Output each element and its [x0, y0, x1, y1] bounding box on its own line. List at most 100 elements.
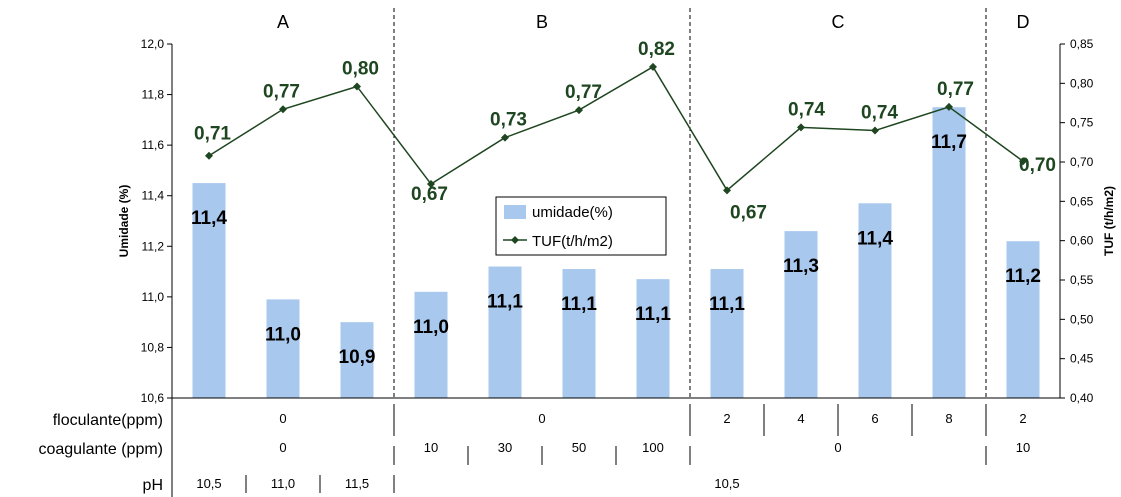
table-cell: 50 — [572, 440, 586, 455]
table-cell: 10,5 — [196, 476, 221, 491]
bar — [340, 322, 374, 398]
table-cell: 4 — [797, 411, 804, 426]
y-right-tick-label: 0,65 — [1070, 194, 1094, 208]
line-marker — [575, 106, 583, 115]
y-right-tick-label: 0,75 — [1070, 116, 1094, 130]
table-cell: 8 — [945, 411, 952, 426]
line-data-label: 0,70 — [1019, 155, 1056, 176]
bar-data-label: 11,1 — [635, 304, 671, 325]
group-label: C — [832, 12, 845, 32]
line-marker — [353, 82, 361, 91]
y-right-tick-label: 0,40 — [1070, 391, 1094, 405]
table-cell: 0 — [279, 440, 286, 455]
y-right-tick-label: 0,80 — [1070, 76, 1094, 90]
table-cell: 10 — [424, 440, 438, 455]
y-left-tick-label: 11,4 — [142, 189, 165, 203]
bar-data-label: 11,1 — [709, 294, 745, 315]
line-marker — [797, 123, 805, 132]
line-data-label: 0,82 — [638, 39, 675, 60]
bar — [488, 266, 522, 398]
line-data-label: 0,71 — [194, 124, 231, 145]
bar-data-label: 11,2 — [1005, 266, 1041, 287]
axes: 10,6 10,8 11,0 11,2 11,4 11,6 11,8 12,0 0,40 0,45… — [117, 37, 1116, 405]
bar — [562, 269, 596, 398]
bar-data-label: 11,0 — [265, 324, 301, 345]
y-left-axis-title: Umidade (%) — [117, 185, 131, 258]
y-left-tick-label: 11,8 — [142, 88, 165, 102]
line-marker — [871, 126, 879, 135]
group-labels: A B C D — [277, 12, 1030, 32]
group-label: B — [536, 12, 548, 32]
legend-swatch-umidade — [504, 205, 526, 219]
parameter-table: floculante(ppm) 0 0 2 4 6 8 2 coagulante (ppm) 0 1… — [38, 398, 1030, 497]
bar-data-label: 11,7 — [931, 132, 967, 153]
bar-data-labels: 11,4 11,0 10,9 11,0 11,1 11,1 11,1 11,1 11,3 11,4… — [191, 132, 1041, 368]
bar-data-label: 10,9 — [339, 347, 376, 368]
line-data-label: 0,74 — [861, 103, 898, 124]
y-right-tick-label: 0,60 — [1070, 234, 1094, 248]
bar — [858, 203, 892, 398]
line-data-label: 0,77 — [565, 82, 602, 103]
bar — [1006, 241, 1040, 398]
bar-data-label: 11,0 — [413, 317, 449, 338]
legend-swatch-tuf-marker — [511, 236, 519, 244]
table-cell: 0 — [538, 411, 545, 426]
line-data-label: 0,77 — [937, 79, 974, 100]
y-right-tick-label: 0,70 — [1070, 155, 1094, 169]
table-cell: 6 — [871, 411, 878, 426]
legend-label-tuf: TUF(t/h/m2) — [532, 233, 613, 250]
table-cell: 10,5 — [714, 476, 739, 491]
legend: umidade(%) TUF(t/h/m2) — [495, 196, 667, 256]
table-row-label: coagulante (ppm) — [38, 441, 163, 458]
tuf-line — [208, 65, 1024, 192]
line-marker — [427, 180, 435, 189]
table-row-label: pH — [143, 477, 163, 494]
line-series — [205, 62, 1027, 195]
bar — [266, 299, 300, 398]
table-cell: 11,5 — [345, 476, 369, 491]
table-cell: 11,0 — [271, 476, 295, 491]
line-data-label: 0,77 — [263, 81, 300, 102]
line-marker — [205, 151, 213, 160]
table-cell: 0 — [834, 440, 841, 455]
bar — [932, 107, 966, 398]
line-data-label: 0,67 — [411, 184, 448, 205]
group-dividers — [393, 8, 987, 398]
line-data-label: 0,67 — [730, 202, 767, 223]
bar — [710, 269, 744, 398]
table-cell: 2 — [723, 411, 730, 426]
bar-series — [192, 107, 1040, 398]
y-right-axis-title: TUF (t/h/m2) — [1102, 186, 1116, 256]
table-cell: 2 — [1019, 411, 1026, 426]
y-left-tick-label: 10,6 — [141, 391, 165, 405]
bar — [636, 279, 670, 398]
y-right-tick-label: 0,55 — [1070, 273, 1094, 287]
line-marker — [279, 105, 287, 114]
table-cell: 10 — [1016, 440, 1030, 455]
table-cell: 0 — [279, 411, 286, 426]
line-marker — [723, 186, 731, 195]
bar-data-label: 11,1 — [561, 294, 597, 315]
y-left-tick-label: 11,6 — [142, 138, 165, 152]
bar-data-label: 11,1 — [487, 292, 523, 313]
line-data-label: 0,74 — [788, 99, 825, 120]
y-right-tick-label: 0,50 — [1070, 312, 1094, 326]
bar-data-label: 11,4 — [857, 228, 893, 249]
line-data-label: 0,73 — [490, 110, 527, 131]
bar — [414, 291, 448, 398]
line-marker — [501, 133, 509, 142]
y-right-tick-label: 0,45 — [1070, 352, 1094, 366]
line-marker — [649, 62, 657, 71]
group-label: A — [277, 12, 289, 32]
group-label: D — [1017, 12, 1030, 32]
bar-data-label: 11,4 — [191, 208, 227, 229]
line-data-label: 0,80 — [342, 58, 379, 79]
line-data-labels: 0,71 0,77 0,80 0,67 0,73 0,77 0,82 0,67 0,74 0,74… — [194, 39, 1056, 224]
bar-data-label: 11,3 — [783, 256, 819, 277]
bar — [192, 183, 226, 398]
line-marker — [945, 102, 953, 111]
y-left-tick-label: 12,0 — [141, 37, 165, 51]
table-cell: 30 — [498, 440, 512, 455]
y-left-tick-label: 11,0 — [142, 290, 165, 304]
